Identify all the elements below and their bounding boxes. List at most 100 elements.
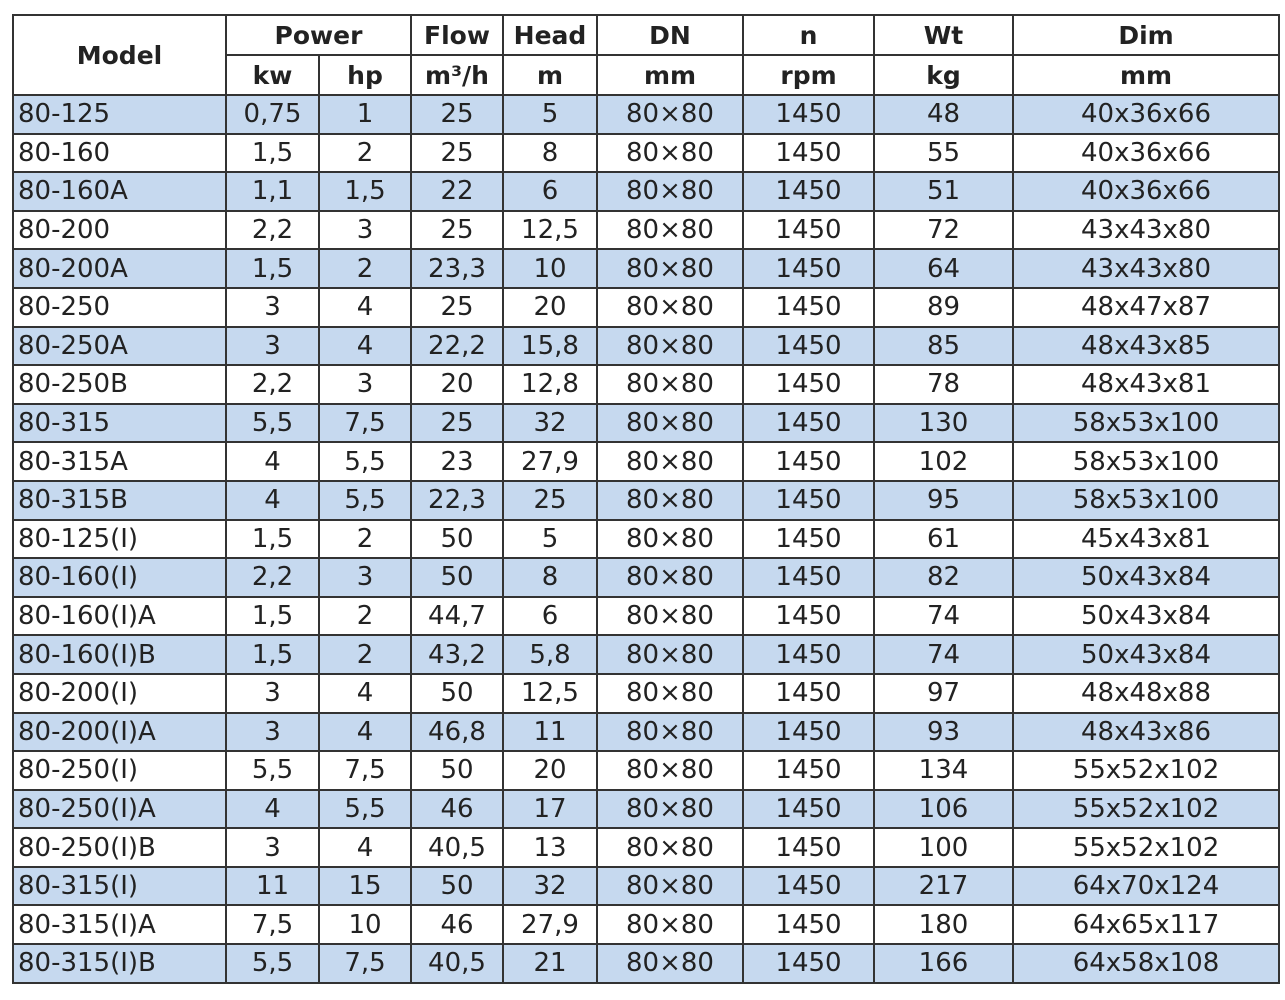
cell-flow: 50 xyxy=(410,557,504,598)
cell-weight: 166 xyxy=(873,943,1014,984)
cell-weight: 72 xyxy=(873,209,1014,251)
cell-model: 80-315B xyxy=(12,479,227,521)
cell-dim: 48x43x81 xyxy=(1012,364,1280,405)
cell-rpm: 1450 xyxy=(742,750,875,791)
cell-dn: 80×80 xyxy=(596,904,744,946)
cell-flow: 25 xyxy=(410,94,504,135)
cell-head: 20 xyxy=(502,750,598,791)
cell-hp: 4 xyxy=(318,827,412,868)
cell-model: 80-200A xyxy=(12,248,227,289)
cell-rpm: 1450 xyxy=(742,827,875,868)
cell-head: 15,8 xyxy=(502,325,598,367)
pump-spec-table: Model Power Flow Head DN n Wt Dim kw hp … xyxy=(12,14,1280,984)
cell-head: 12,5 xyxy=(502,672,598,714)
cell-weight: 130 xyxy=(873,402,1014,444)
cell-dim: 43x43x80 xyxy=(1012,248,1280,289)
cell-weight: 55 xyxy=(873,132,1014,174)
cell-dn: 80×80 xyxy=(596,132,744,174)
cell-dim: 40x36x66 xyxy=(1012,132,1280,174)
table-row: 80-160 1,5 2 25 8 80×80 1450 55 40x36x66 xyxy=(12,132,1280,174)
header-head: Head xyxy=(502,14,598,56)
cell-model: 80-250B xyxy=(12,364,227,405)
table-row: 80-200(I) 3 4 50 12,5 80×80 1450 97 48x48x88 xyxy=(12,672,1280,714)
cell-dn: 80×80 xyxy=(596,750,744,791)
cell-hp: 5,5 xyxy=(318,441,412,482)
header-dn: DN xyxy=(596,14,744,56)
cell-hp: 5,5 xyxy=(318,479,412,521)
table-row: 80-200(I)A 3 4 46,8 11 80×80 1450 93 48x43x86 xyxy=(12,711,1280,753)
cell-flow: 46,8 xyxy=(410,711,504,753)
cell-kw: 1,5 xyxy=(225,518,320,560)
cell-kw: 3 xyxy=(225,325,320,367)
header-n: n xyxy=(742,14,875,56)
cell-weight: 102 xyxy=(873,441,1014,482)
cell-rpm: 1450 xyxy=(742,711,875,753)
cell-dim: 48x43x86 xyxy=(1012,711,1280,753)
cell-weight: 85 xyxy=(873,325,1014,367)
cell-head: 20 xyxy=(502,286,598,328)
table-row: 80-315A 4 5,5 23 27,9 80×80 1450 102 58x53x100 xyxy=(12,441,1280,482)
cell-flow: 43,2 xyxy=(410,634,504,675)
cell-kw: 4 xyxy=(225,441,320,482)
cell-flow: 44,7 xyxy=(410,595,504,637)
cell-kw: 1,1 xyxy=(225,171,320,212)
cell-weight: 64 xyxy=(873,248,1014,289)
cell-kw: 3 xyxy=(225,672,320,714)
cell-flow: 25 xyxy=(410,209,504,251)
cell-weight: 74 xyxy=(873,595,1014,637)
cell-rpm: 1450 xyxy=(742,286,875,328)
cell-rpm: 1450 xyxy=(742,441,875,482)
cell-dim: 40x36x66 xyxy=(1012,171,1280,212)
cell-kw: 5,5 xyxy=(225,943,320,984)
cell-kw: 4 xyxy=(225,479,320,521)
cell-head: 27,9 xyxy=(502,441,598,482)
cell-hp: 7,5 xyxy=(318,402,412,444)
cell-head: 5 xyxy=(502,518,598,560)
cell-model: 80-160A xyxy=(12,171,227,212)
cell-dim: 58x53x100 xyxy=(1012,441,1280,482)
table-row: 80-250B 2,2 3 20 12,8 80×80 1450 78 48x43x81 xyxy=(12,364,1280,405)
table-row: 80-200 2,2 3 25 12,5 80×80 1450 72 43x43x80 xyxy=(12,209,1280,251)
cell-hp: 15 xyxy=(318,865,412,907)
cell-rpm: 1450 xyxy=(742,634,875,675)
cell-hp: 5,5 xyxy=(318,788,412,830)
cell-hp: 10 xyxy=(318,904,412,946)
cell-head: 12,8 xyxy=(502,364,598,405)
cell-model: 80-250 xyxy=(12,286,227,328)
unit-dim: mm xyxy=(1012,54,1280,96)
cell-model: 80-315(I)A xyxy=(12,904,227,946)
cell-model: 80-250(I)A xyxy=(12,788,227,830)
cell-kw: 5,5 xyxy=(225,402,320,444)
cell-kw: 1,5 xyxy=(225,634,320,675)
cell-rpm: 1450 xyxy=(742,402,875,444)
cell-dn: 80×80 xyxy=(596,171,744,212)
cell-rpm: 1450 xyxy=(742,865,875,907)
cell-rpm: 1450 xyxy=(742,672,875,714)
cell-dim: 48x47x87 xyxy=(1012,286,1280,328)
cell-dim: 55x52x102 xyxy=(1012,827,1280,868)
cell-dim: 40x36x66 xyxy=(1012,94,1280,135)
cell-hp: 3 xyxy=(318,364,412,405)
table-row: 80-250 3 4 25 20 80×80 1450 89 48x47x87 xyxy=(12,286,1280,328)
cell-dn: 80×80 xyxy=(596,248,744,289)
cell-rpm: 1450 xyxy=(742,557,875,598)
header-model: Model xyxy=(12,14,227,96)
table-row: 80-315(I)B 5,5 7,5 40,5 21 80×80 1450 166 64x58x… xyxy=(12,943,1280,984)
cell-head: 6 xyxy=(502,595,598,637)
cell-rpm: 1450 xyxy=(742,904,875,946)
cell-head: 32 xyxy=(502,865,598,907)
cell-rpm: 1450 xyxy=(742,364,875,405)
cell-dn: 80×80 xyxy=(596,441,744,482)
cell-hp: 2 xyxy=(318,132,412,174)
cell-flow: 23,3 xyxy=(410,248,504,289)
table-row: 80-315(I)A 7,5 10 46 27,9 80×80 1450 180 64x65x1… xyxy=(12,904,1280,946)
cell-dim: 48x43x85 xyxy=(1012,325,1280,367)
cell-weight: 74 xyxy=(873,634,1014,675)
cell-hp: 3 xyxy=(318,557,412,598)
cell-dim: 50x43x84 xyxy=(1012,595,1280,637)
cell-rpm: 1450 xyxy=(742,595,875,637)
cell-kw: 5,5 xyxy=(225,750,320,791)
cell-kw: 4 xyxy=(225,788,320,830)
cell-head: 25 xyxy=(502,479,598,521)
cell-weight: 78 xyxy=(873,364,1014,405)
